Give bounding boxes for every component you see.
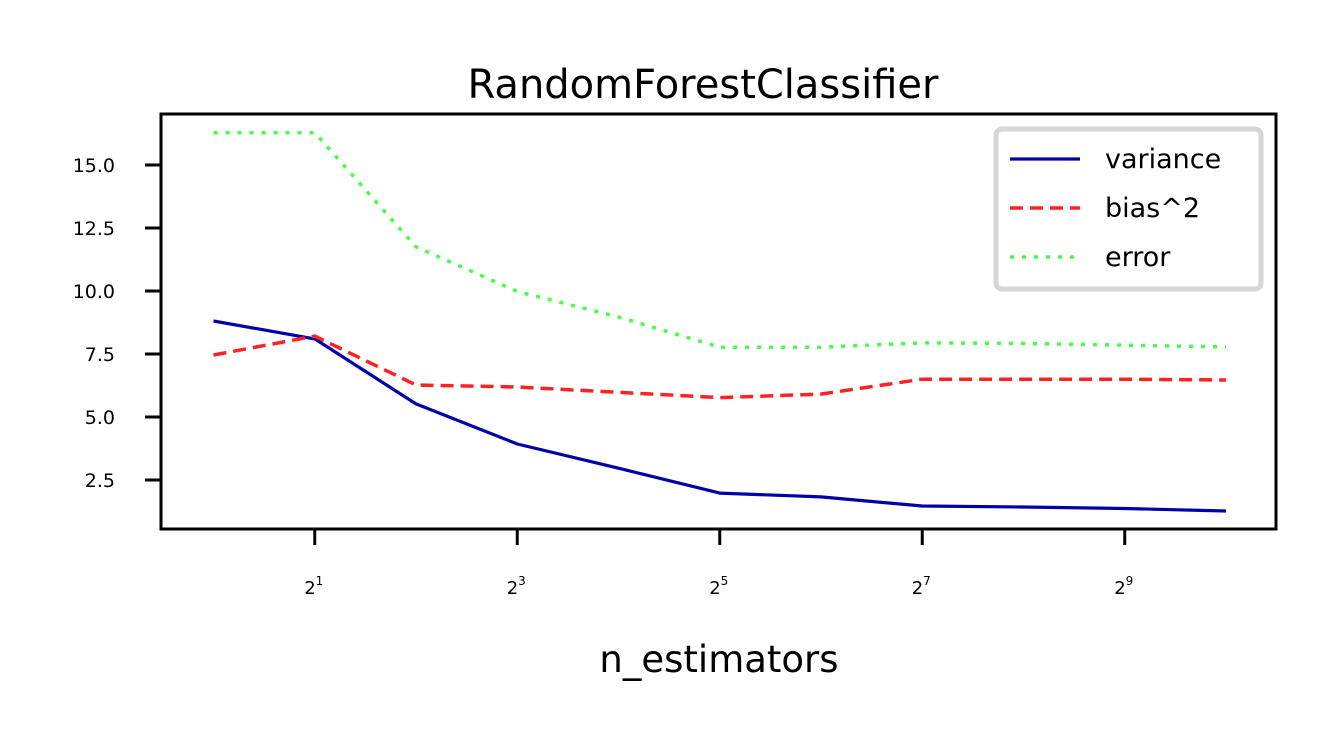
chart-title: RandomForestClassifier [468, 62, 940, 108]
y-tick-label: 2.5 [85, 470, 115, 492]
y-tick-label: 5.0 [85, 407, 115, 429]
x-tick-label: 27 [912, 574, 931, 599]
y-tick-label: 7.5 [85, 344, 115, 366]
plot-lines [213, 130, 1227, 513]
legend-label: error [1105, 242, 1171, 273]
y-tick-label: 12.5 [73, 218, 115, 240]
series-line-error [213, 130, 1227, 349]
x-tick-label: 25 [709, 574, 728, 599]
legend-box [993, 126, 1264, 292]
x-tick-label: 29 [1114, 574, 1133, 599]
x-tick-label: 23 [507, 574, 526, 599]
x-axis-ticks: 21 23 25 27 29 [304, 529, 1133, 599]
y-axis-ticks: 2.5 5.0 7.5 10.0 12.5 15.0 [73, 155, 161, 492]
legend-label: bias^2 [1105, 193, 1200, 224]
series-line-variance [213, 319, 1227, 513]
y-tick-label: 15.0 [73, 155, 115, 177]
series-line-bias2 [213, 334, 1227, 400]
x-tick-label: 21 [304, 574, 323, 599]
legend-label: variance [1105, 144, 1221, 175]
x-axis-label: n_estimators [599, 638, 838, 681]
legend-items: variance bias^2 error [1010, 144, 1221, 273]
y-tick-label: 10.0 [73, 281, 115, 303]
legend: variance bias^2 error [993, 126, 1264, 292]
